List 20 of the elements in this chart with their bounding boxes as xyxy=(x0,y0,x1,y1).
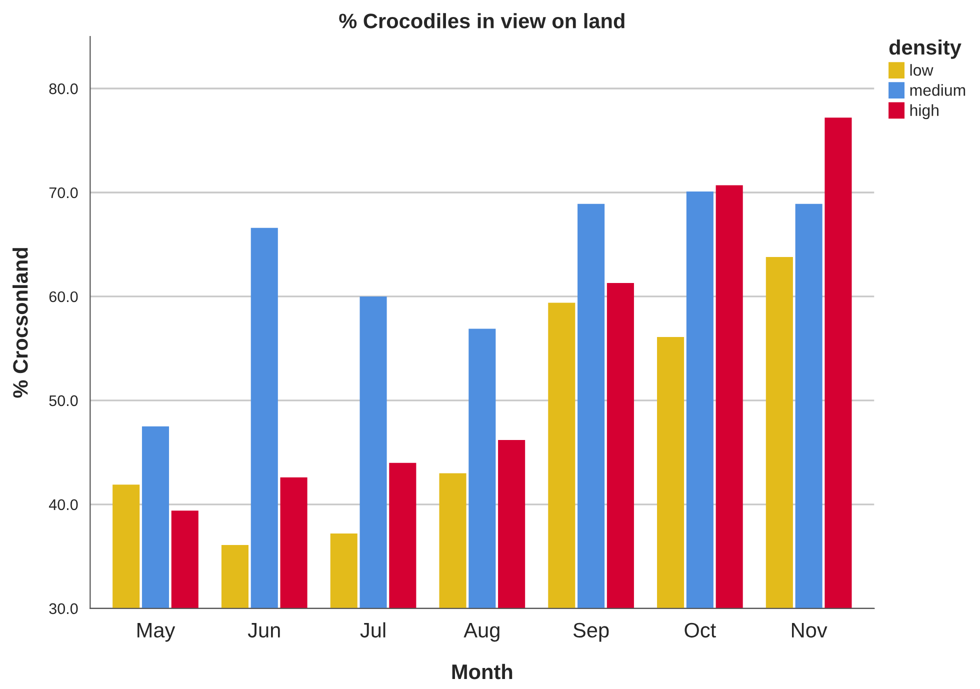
x-tick-label: Jun xyxy=(248,623,280,638)
x-axis-title: Month xyxy=(452,664,512,680)
x-tick-label: Nov xyxy=(792,623,828,638)
x-tick-label: Aug xyxy=(464,623,500,642)
legend-title: density xyxy=(889,39,962,59)
legend-label: high xyxy=(910,104,938,120)
chart-title: % Crocodiles in view on land xyxy=(339,13,624,28)
y-tick-label: 40.0 xyxy=(48,499,78,510)
x-tick-label: Oct xyxy=(684,622,716,638)
y-axis-title: % Crocsonland xyxy=(12,248,28,398)
y-tick-label: 30.0 xyxy=(49,603,78,614)
legend-label: medium xyxy=(910,84,966,96)
x-tick-label: May xyxy=(138,623,176,642)
y-tick-label: 70.0 xyxy=(49,187,78,198)
y-tick-label: 80.0 xyxy=(49,83,78,94)
legend-label: low xyxy=(910,64,934,76)
y-tick-label: 50.0 xyxy=(49,395,78,406)
x-tick-label: Jul xyxy=(360,622,386,638)
x-tick-label: Sep xyxy=(573,622,609,642)
y-tick-label: 60.0 xyxy=(49,291,78,302)
